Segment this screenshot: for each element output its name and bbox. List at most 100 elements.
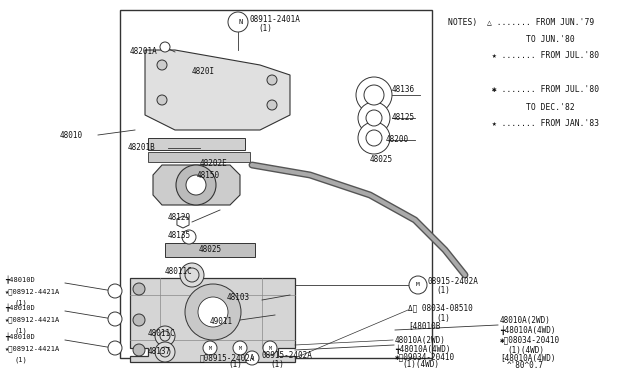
Text: 48010A(2WD): 48010A(2WD) [395,336,446,344]
Circle shape [203,341,217,355]
Circle shape [364,85,384,105]
Circle shape [358,122,390,154]
Text: ^'80^0.7: ^'80^0.7 [507,362,544,371]
Polygon shape [148,152,250,162]
Text: (1): (1) [436,286,450,295]
Circle shape [176,165,216,205]
Text: TO JUN.'80: TO JUN.'80 [448,35,575,44]
Text: 48025: 48025 [199,246,222,254]
Text: (1)(4WD): (1)(4WD) [507,346,544,355]
Text: M: M [416,282,420,288]
Text: (1): (1) [258,23,272,32]
Text: 48201A: 48201A [130,48,157,57]
Bar [120,10,432,358]
Text: NOTES)  △ ....... FROM JUN.'79: NOTES) △ ....... FROM JUN.'79 [448,17,595,26]
Text: ⁅48010A(4WD): ⁅48010A(4WD) [500,353,556,362]
Text: 08915-2402A: 08915-2402A [428,278,479,286]
Text: ╈48010A(4WD): ╈48010A(4WD) [500,325,556,335]
Circle shape [198,297,228,327]
Text: 48010A(2WD): 48010A(2WD) [500,315,551,324]
Text: ╈48010D: ╈48010D [5,304,35,312]
Text: ⓜ08915-2402A: ⓜ08915-2402A [200,353,255,362]
Text: 48202E: 48202E [200,158,228,167]
Text: M: M [269,346,271,350]
Text: ΔⒷ 08034-08510: ΔⒷ 08034-08510 [408,304,473,312]
Text: 49011: 49011 [210,317,233,327]
Text: M: M [209,346,211,350]
Text: 48103: 48103 [227,292,250,301]
Circle shape [366,110,382,126]
Text: ✱ ....... FROM JUL.'80: ✱ ....... FROM JUL.'80 [448,86,599,94]
Circle shape [409,276,427,294]
Circle shape [133,344,145,356]
Text: 08915-2402A: 08915-2402A [262,352,313,360]
Circle shape [185,284,241,340]
Text: (1): (1) [14,328,27,334]
Text: ✱Ⓓ08034-20410: ✱Ⓓ08034-20410 [500,336,560,344]
Circle shape [228,12,248,32]
Text: 48136: 48136 [392,86,415,94]
Text: 48011C: 48011C [165,267,193,276]
Polygon shape [165,243,255,257]
Text: 4820I: 4820I [192,67,215,77]
Text: 48137: 48137 [148,347,171,356]
Circle shape [263,341,277,355]
Circle shape [160,42,170,52]
Circle shape [233,341,247,355]
Text: 48129: 48129 [168,214,191,222]
Circle shape [267,100,277,110]
Text: 48025: 48025 [370,155,393,164]
Text: ★ ....... FROM JUL.'80: ★ ....... FROM JUL.'80 [448,51,599,61]
Text: ⁅48010B: ⁅48010B [408,321,440,330]
Circle shape [155,326,175,346]
Text: V: V [251,356,253,360]
Polygon shape [153,165,240,205]
Circle shape [157,95,167,105]
Circle shape [157,60,167,70]
Circle shape [267,75,277,85]
Circle shape [358,102,390,134]
Text: (1): (1) [270,359,284,369]
Circle shape [245,351,259,365]
Circle shape [155,342,175,362]
Circle shape [356,77,392,113]
Text: N: N [239,19,243,25]
Circle shape [160,331,170,341]
Text: TO DEC.'82: TO DEC.'82 [448,103,575,112]
Text: (1)(4WD): (1)(4WD) [402,360,439,369]
Circle shape [108,341,122,355]
Text: ╈48010D: ╈48010D [5,333,35,341]
Circle shape [180,263,204,287]
Polygon shape [145,50,290,130]
Polygon shape [148,138,245,150]
Circle shape [108,312,122,326]
Text: (1): (1) [228,360,242,369]
Text: ★ⓝ08912-4421A: ★ⓝ08912-4421A [5,317,60,323]
Text: ✱Ⓓ09034-20410: ✱Ⓓ09034-20410 [395,353,455,362]
Polygon shape [177,216,189,228]
Circle shape [160,347,170,357]
Text: ★ⓝ08912-4421A: ★ⓝ08912-4421A [5,346,60,352]
Circle shape [133,314,145,326]
Text: 48010: 48010 [60,131,83,140]
Text: ╈48010D: ╈48010D [5,276,35,284]
Text: 48201B: 48201B [128,144,156,153]
Text: M: M [239,346,241,350]
Text: (1): (1) [436,314,450,323]
Circle shape [186,175,206,195]
Text: 08911-2401A: 08911-2401A [250,16,301,25]
Text: (1): (1) [14,300,27,306]
Circle shape [133,283,145,295]
Text: (1): (1) [14,357,27,363]
Text: 48125: 48125 [392,113,415,122]
Text: ★ⓝ08912-4421A: ★ⓝ08912-4421A [5,289,60,295]
Text: ╈48010A(4WD): ╈48010A(4WD) [395,344,451,354]
Text: 48200: 48200 [386,135,409,144]
Circle shape [185,268,199,282]
Text: 48011C: 48011C [148,330,176,339]
Circle shape [366,130,382,146]
Text: ★ ....... FROM JAN.'83: ★ ....... FROM JAN.'83 [448,119,599,128]
Text: 48135: 48135 [168,231,191,240]
Circle shape [108,284,122,298]
Text: 48150: 48150 [197,170,220,180]
